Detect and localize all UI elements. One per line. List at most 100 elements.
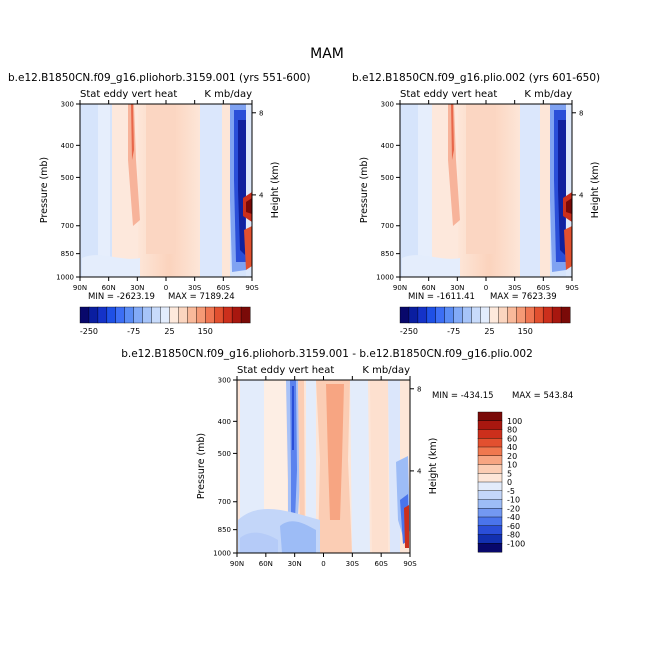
x-tick-label: 90S — [403, 560, 417, 568]
colorbar-swatch — [489, 306, 499, 324]
colorbar-label: -250 — [400, 327, 418, 336]
x-tick-label: 60N — [422, 284, 436, 292]
colorbar-swatch — [97, 306, 108, 324]
x-tick-label: 30N — [130, 284, 144, 292]
colorbar-label: 20 — [507, 452, 517, 461]
y-tick-label: 500 — [218, 450, 231, 458]
panel-1-left-title: Stat eddy vert heat — [80, 89, 177, 100]
y2-tick-label: 4 — [259, 191, 264, 199]
colorbar-swatch — [477, 490, 503, 501]
colorbar-swatch — [151, 306, 162, 324]
colorbar-label: -250 — [80, 327, 98, 336]
colorbar-swatch — [477, 455, 503, 466]
colorbar-swatch — [477, 525, 503, 536]
colorbar-swatch — [480, 306, 490, 324]
y2-tick-label: 4 — [579, 191, 584, 199]
colorbar-top-2: -250 -75 25 150 — [399, 306, 571, 336]
panel-diff: b.e12.B1850CN.f09_g16.pliohorb.3159.001 … — [121, 348, 573, 568]
panel-1-max-label: MAX = 7189.24 — [168, 292, 235, 302]
colorbar-swatch — [79, 306, 90, 324]
colorbar-swatch — [477, 543, 503, 553]
x-tick-label: 60N — [102, 284, 116, 292]
y2-tick-label: 8 — [417, 385, 421, 393]
colorbar-swatch — [462, 306, 473, 324]
panel-2-right-title: K mb/day — [524, 89, 572, 100]
colorbar-swatch — [477, 508, 503, 518]
x-tick-label: 60S — [537, 284, 551, 292]
y-tick-label: 400 — [61, 142, 74, 150]
colorbar-swatch — [477, 438, 503, 448]
colorbar-swatch — [88, 306, 99, 324]
panel-2-min-label: MIN = -1611.41 — [408, 292, 475, 302]
colorbar-swatch — [214, 306, 224, 324]
colorbar-swatch — [231, 306, 242, 324]
colorbar-swatch — [453, 306, 464, 324]
colorbar-label: 25 — [164, 327, 174, 336]
panel-1-y2label: Height (km) — [270, 162, 281, 219]
colorbar-swatch — [477, 411, 503, 422]
colorbar-swatch — [477, 464, 503, 474]
colorbar-label: -60 — [507, 522, 520, 531]
y-tick-label: 500 — [381, 174, 394, 182]
colorbar-swatch — [205, 306, 215, 324]
y2-tick-label: 8 — [259, 109, 263, 117]
colorbar-swatch — [444, 306, 455, 324]
panel-1-axes: 90N 60N 30N 0 30S 60S 90S 300 400 500 700 850 1000 8 4 — [56, 100, 264, 292]
colorbar-swatch — [507, 306, 517, 324]
colorbar-swatch — [426, 306, 437, 324]
y-tick-label: 850 — [61, 250, 74, 258]
colorbar-swatch — [222, 306, 233, 324]
colorbar-label: -40 — [507, 513, 520, 522]
panel-diff-left-title: Stat eddy vert heat — [237, 365, 334, 376]
colorbar-label: 0 — [507, 478, 512, 487]
panel-diff-min-label: MIN = -434.15 — [432, 391, 494, 401]
colorbar-label: 25 — [484, 327, 494, 336]
colorbar-swatch — [477, 473, 503, 483]
colorbar-swatch — [525, 306, 535, 324]
panel-1-min-label: MIN = -2623.19 — [88, 292, 155, 302]
x-tick-label: 0 — [321, 560, 325, 568]
colorbar-swatch — [477, 481, 503, 492]
panel-1: b.e12.B1850CN.f09_g16.pliohorb.3159.001 … — [8, 72, 310, 302]
colorbar-swatch — [435, 306, 446, 324]
y-tick-label: 300 — [381, 101, 394, 109]
y-tick-label: 1000 — [376, 274, 394, 282]
y2-tick-label: 8 — [579, 109, 583, 117]
colorbar-swatch — [560, 306, 571, 324]
y2-tick-label: 4 — [417, 467, 422, 475]
y-tick-label: 400 — [381, 142, 394, 150]
colorbar-label: -75 — [127, 327, 140, 336]
x-tick-label: 30N — [288, 560, 302, 568]
colorbar-swatch — [417, 306, 428, 324]
panel-1-case-label: b.e12.B1850CN.f09_g16.pliohorb.3159.001 … — [8, 72, 310, 84]
panel-2-max-label: MAX = 7623.39 — [490, 292, 557, 302]
y-tick-label: 1000 — [56, 274, 74, 282]
colorbar-swatch — [551, 306, 562, 324]
colorbar-label: -5 — [507, 487, 515, 496]
x-tick-label: 30S — [346, 560, 360, 568]
x-tick-label: 90S — [245, 284, 259, 292]
x-tick-label: 90N — [393, 284, 407, 292]
x-tick-label: 30N — [450, 284, 464, 292]
panel-2-left-title: Stat eddy vert heat — [400, 89, 497, 100]
x-tick-label: 90N — [73, 284, 87, 292]
x-tick-label: 90S — [565, 284, 579, 292]
colorbar-label: 100 — [507, 417, 522, 426]
x-tick-label: 90N — [230, 560, 244, 568]
y-tick-label: 300 — [61, 101, 74, 109]
panel-2-case-label: b.e12.B1850CN.f09_g16.plio.002 (yrs 601-… — [352, 72, 600, 84]
panel-diff-case-label: b.e12.B1850CN.f09_g16.pliohorb.3159.001 … — [121, 348, 533, 360]
colorbar-swatch — [542, 306, 553, 324]
colorbar-swatch — [240, 306, 251, 324]
panel-diff-ylabel: Pressure (mb) — [196, 433, 207, 499]
colorbar-swatch — [169, 306, 179, 324]
colorbar-swatch — [516, 306, 526, 324]
colorbar-swatch — [106, 306, 117, 324]
x-tick-label: 0 — [484, 284, 488, 292]
colorbar-label: 80 — [507, 426, 517, 435]
colorbar-swatch — [133, 306, 144, 324]
colorbar-label: -100 — [507, 539, 525, 548]
panel-1-ylabel: Pressure (mb) — [39, 157, 50, 223]
